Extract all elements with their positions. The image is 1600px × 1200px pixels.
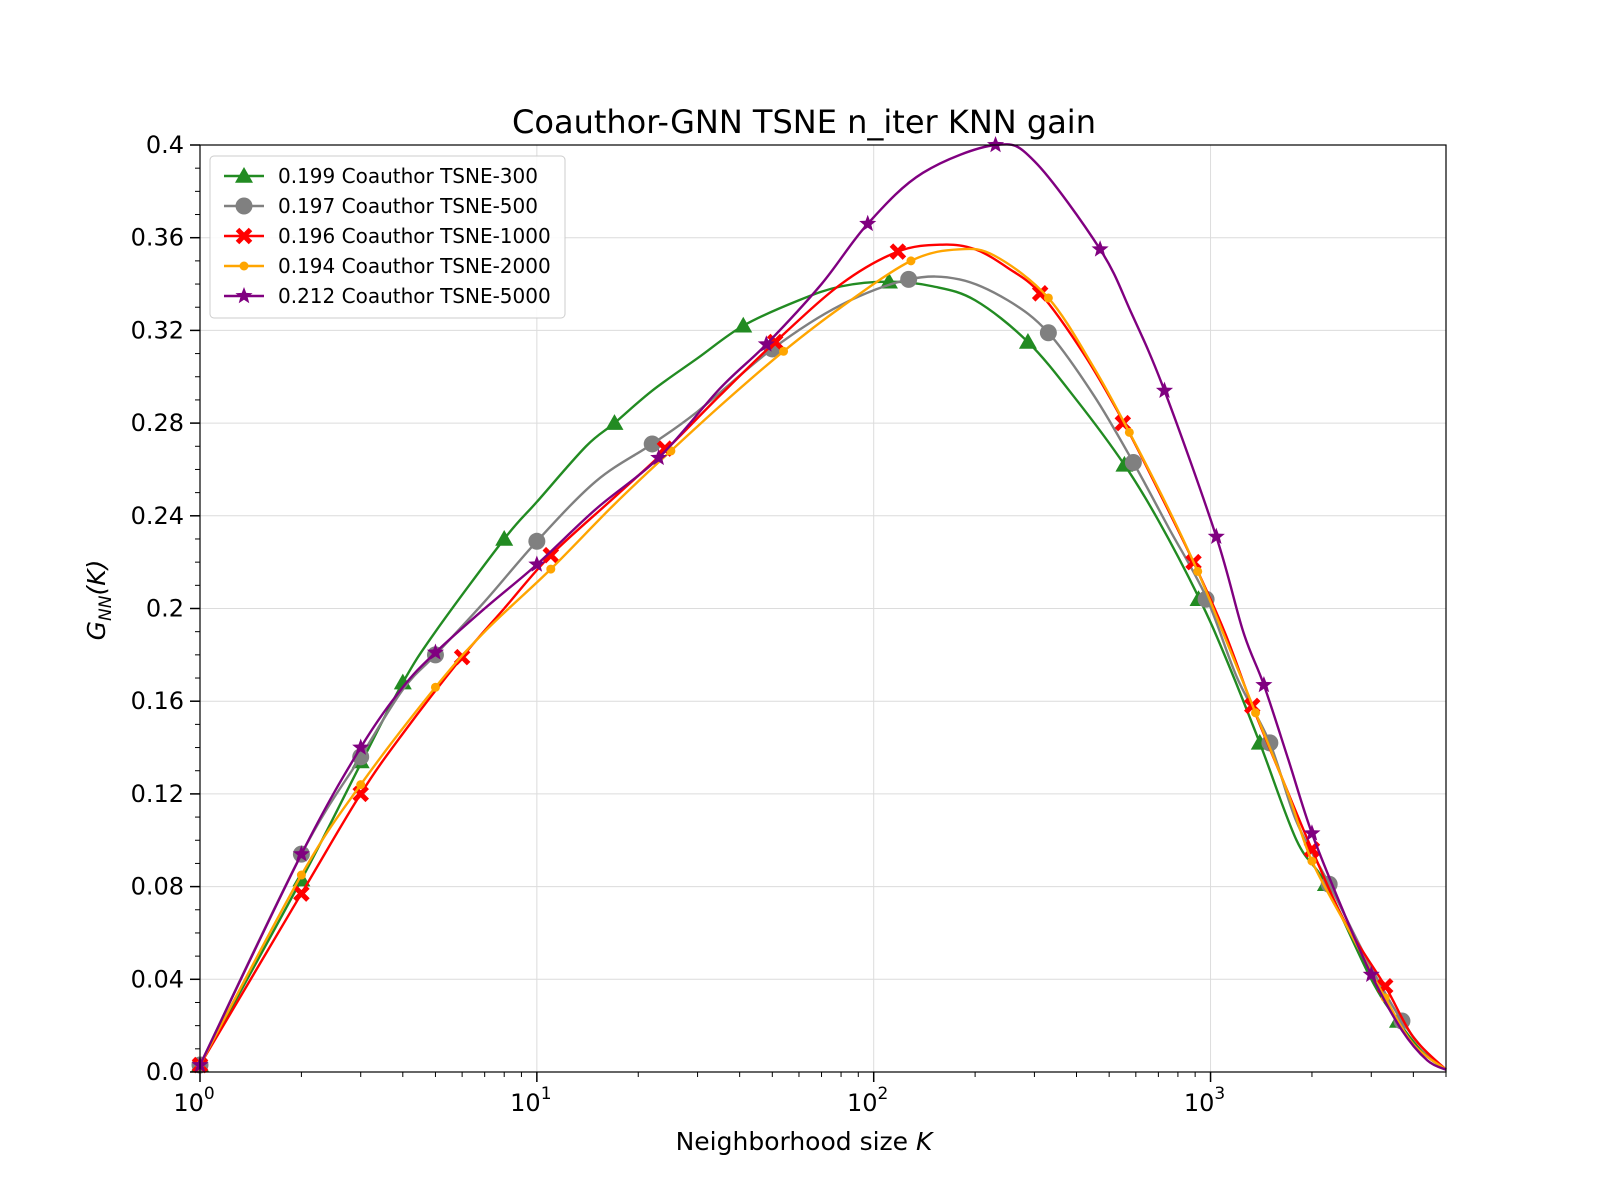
legend-label: 0.196 Coauthor TSNE-1000 [278,224,551,248]
data-marker-star [1155,381,1174,398]
data-marker-triangle [605,414,624,430]
legend-label: 0.212 Coauthor TSNE-5000 [278,284,551,308]
data-marker-triangle [1018,332,1037,349]
x-tick-label: 102 [847,1084,888,1117]
data-marker-point [1124,427,1134,437]
axis-ticks: 0.0 0.04 0.08 0.12 0.16 0.2 0.24 0.28 0.32 0.36 0.… [131,131,1447,1117]
x-tick-label: 101 [510,1084,551,1117]
y-tick-label: 0.16 [131,687,184,715]
legend-entry: 0.194 Coauthor TSNE-2000 [224,254,551,278]
data-marker-star [528,555,546,572]
data-marker-star [1207,527,1225,544]
data-marker-circle [643,435,661,453]
data-marker-x [235,227,253,245]
y-axis-label-argument: (K) [82,560,111,596]
chart-title: Coauthor-GNN TSNE n_iter KNN gain [512,103,1096,141]
data-marker-circle [1124,453,1142,471]
legend-entry: 0.212 Coauthor TSNE-5000 [224,284,551,308]
legend: 0.199 Coauthor TSNE-300 0.197 Coauthor TS… [209,155,566,319]
y-tick-label: 0.0 [146,1058,184,1086]
data-marker-point [239,261,249,271]
data-marker-star [986,136,1005,153]
series-layer [191,136,1447,1074]
y-tick-label: 0.08 [131,873,184,901]
data-marker-x [542,546,560,564]
y-tick-label: 0.28 [131,409,184,437]
data-marker-x [889,243,907,260]
y-tick-label: 0.32 [131,316,184,344]
y-tick-label: 0.4 [146,131,184,159]
data-marker-star [426,643,445,660]
data-marker-star [1091,240,1109,257]
data-marker-star [650,448,668,466]
data-marker-triangle [495,529,514,546]
y-tick-label: 0.2 [146,595,184,623]
data-marker-x [293,885,310,902]
x-tick-label: 100 [173,1084,214,1117]
x-axis-label: Neighborhood size K [676,1127,935,1156]
data-marker-point [906,256,916,266]
y-tick-label: 0.04 [131,965,184,993]
data-marker-star [859,214,877,232]
legend-label: 0.194 Coauthor TSNE-2000 [278,254,551,278]
data-marker-star [757,335,775,352]
data-marker-circle [528,532,546,550]
legend-entry: 0.197 Coauthor TSNE-500 [224,194,538,218]
data-marker-point [296,870,306,880]
data-marker-point [1193,566,1203,576]
data-marker-point [1043,293,1053,303]
x-tick-label: 103 [1184,1084,1225,1117]
y-tick-label: 0.36 [131,224,184,252]
legend-label: 0.197 Coauthor TSNE-500 [278,194,538,218]
legend-entry: 0.196 Coauthor TSNE-1000 [224,224,551,248]
data-marker-circle [900,270,918,288]
data-marker-star [1303,824,1321,841]
y-axis-label: GNN(K) [82,560,116,641]
data-marker-star [1362,965,1380,982]
y-tick-label: 0.24 [131,502,184,530]
data-marker-point [430,682,440,692]
data-marker-point [546,564,556,574]
series-line [198,247,1447,1071]
x-axis-label-text: Neighborhood size [676,1127,916,1156]
data-marker-point [1307,856,1317,866]
legend-label: 0.199 Coauthor TSNE-300 [278,164,538,188]
data-marker-star [1255,675,1273,693]
data-marker-x [766,333,784,351]
data-marker-circle [235,197,253,215]
data-marker-circle [1039,324,1057,342]
data-marker-triangle [235,167,253,183]
data-marker-point [1251,708,1261,718]
data-marker-star [292,845,310,862]
legend-box [209,155,566,319]
data-marker-star [352,738,370,755]
y-axis-label-symbol: G [82,621,111,640]
x-axis-label-variable: K [916,1127,935,1156]
data-marker-point [779,346,789,356]
legend-entry: 0.199 Coauthor TSNE-300 [224,164,538,188]
y-axis-label-subscript: NN [96,595,116,621]
data-marker-star [235,287,253,304]
data-marker-point [356,780,366,790]
y-tick-label: 0.12 [131,780,184,808]
data-marker-triangle [734,316,753,333]
